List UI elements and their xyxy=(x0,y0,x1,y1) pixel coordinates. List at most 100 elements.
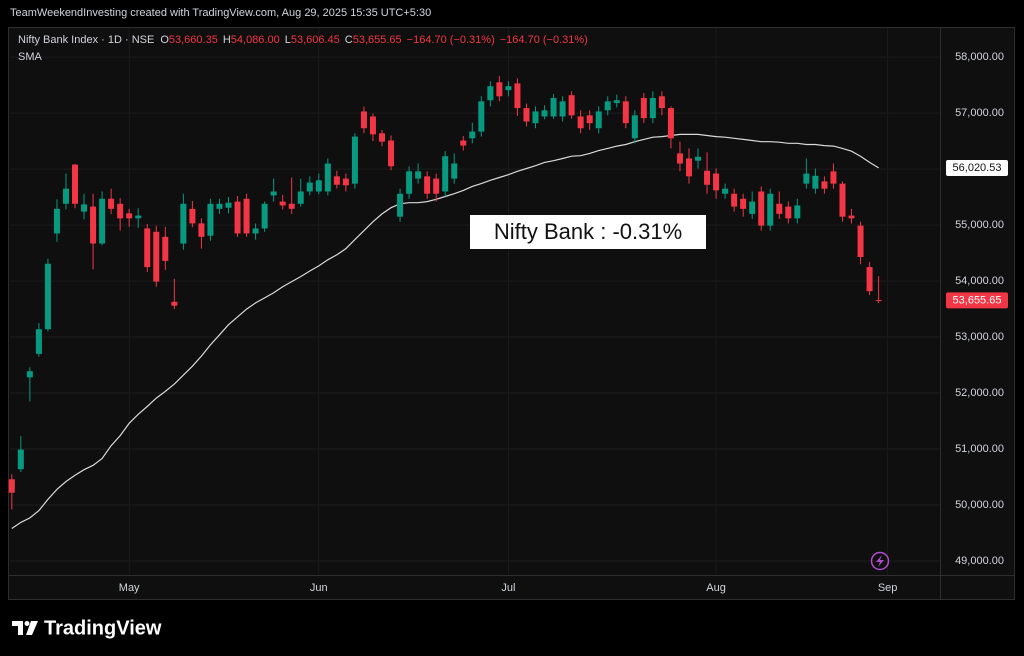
candle-body xyxy=(90,206,97,244)
candle-body xyxy=(722,188,729,194)
grid xyxy=(10,28,940,575)
price-tag-text: 53,655.65 xyxy=(953,294,1002,306)
candle-body xyxy=(577,116,584,129)
candle-body xyxy=(740,198,747,209)
candle-body xyxy=(875,300,882,302)
annotation: Nifty Bank : -0.31% xyxy=(470,215,706,249)
candle-body xyxy=(586,115,593,124)
labels: 49,000.00 50,000.00 51,000.00 52,000.00 53,0… xyxy=(119,34,1008,594)
legend-ohlc-label: H xyxy=(223,34,231,46)
candle-body xyxy=(676,153,683,164)
candle-body xyxy=(442,156,449,192)
candle-body xyxy=(469,131,476,139)
legend-change: −164.70 (−0.31%) xyxy=(500,34,588,46)
candle-body xyxy=(866,267,873,292)
candle-body xyxy=(351,136,358,184)
candle-body xyxy=(514,83,521,109)
legend: O53,660.35 H54,086.00 L53,606.45 C53,655.65… xyxy=(160,34,588,46)
candle-body xyxy=(622,101,629,124)
credit: TeamWeekendInvesting created with Tradin… xyxy=(10,7,431,19)
candle-body xyxy=(595,111,602,129)
overlay-name: SMA xyxy=(18,51,43,63)
candle-body xyxy=(216,203,223,209)
candle-body xyxy=(81,204,88,212)
candle-body xyxy=(126,213,133,219)
candle-body xyxy=(713,173,720,191)
candle-body xyxy=(839,183,846,217)
candle-body xyxy=(803,173,810,184)
legend-change: −164.70 (−0.31%) xyxy=(407,34,495,46)
plot xyxy=(8,76,882,529)
candle-body xyxy=(342,178,349,186)
candle-body xyxy=(26,371,33,378)
legend-ohlc-label: O xyxy=(160,34,169,46)
y-tick-label: 58,000.00 xyxy=(955,51,1004,63)
candle-body xyxy=(288,203,295,209)
alert-icon[interactable] xyxy=(870,551,890,571)
brand-name: TradingView xyxy=(44,617,162,639)
candle-body xyxy=(270,191,277,196)
x-tick-label: Sep xyxy=(878,582,898,594)
x-tick-label: Jun xyxy=(310,582,328,594)
legend-ohlc-value: 53,606.45 xyxy=(291,34,340,46)
legend-ohlc-value: 54,086.00 xyxy=(231,34,280,46)
y-tick-label: 54,000.00 xyxy=(955,275,1004,287)
candle-body xyxy=(35,329,42,354)
chart-title: Nifty Bank Index · 1D · NSE xyxy=(18,34,154,46)
candle-body xyxy=(189,208,196,224)
x-tick-label: Jul xyxy=(501,582,515,594)
candle-body xyxy=(8,479,15,493)
candle-body xyxy=(478,101,485,132)
price-tag xyxy=(946,292,1008,309)
candle-body xyxy=(857,225,864,257)
candle-body xyxy=(631,115,638,139)
candle-body xyxy=(144,228,151,268)
candle-body xyxy=(830,171,837,184)
y-tick-label: 57,000.00 xyxy=(955,107,1004,119)
legend-ohlc-value: 53,655.65 xyxy=(353,34,402,46)
candle-body xyxy=(234,201,241,234)
candle-body xyxy=(848,215,855,219)
y-tick-label: 53,000.00 xyxy=(955,331,1004,343)
candle-body xyxy=(550,97,557,117)
candle-body xyxy=(685,158,692,177)
candle-body xyxy=(667,108,674,139)
candle-body xyxy=(62,188,69,204)
candle-body xyxy=(333,176,340,185)
candle-body xyxy=(388,140,395,167)
annotation-box xyxy=(470,215,706,249)
candle-body xyxy=(785,206,792,219)
candle-body xyxy=(812,175,819,189)
legend-ohlc-label: C xyxy=(345,34,353,46)
candle-body xyxy=(297,191,304,204)
candle-body xyxy=(279,201,286,206)
candle-body xyxy=(360,111,367,129)
candle-body xyxy=(162,236,169,261)
candle-body xyxy=(613,100,620,104)
candle-body xyxy=(640,97,647,119)
annotation-text: Nifty Bank : -0.31% xyxy=(494,219,682,244)
candle-body xyxy=(369,116,376,135)
candle-body xyxy=(649,97,656,119)
candle-body xyxy=(108,198,115,209)
candle-body xyxy=(776,203,783,214)
legend-ohlc-label: L xyxy=(285,34,291,46)
price-tag xyxy=(946,159,1008,176)
candle-body xyxy=(72,164,79,204)
candle-body xyxy=(505,86,512,91)
candle-body xyxy=(207,203,214,236)
candle-body xyxy=(821,181,828,189)
candle-body xyxy=(704,170,711,185)
candle-body xyxy=(44,263,51,330)
candle-body xyxy=(17,449,24,470)
candle-body xyxy=(180,203,187,244)
candle-body xyxy=(53,208,60,234)
candle-body xyxy=(559,101,566,117)
price-tag-text: 56,020.53 xyxy=(953,162,1002,174)
candle-body xyxy=(568,95,575,116)
y-tick-label: 52,000.00 xyxy=(955,387,1004,399)
candle-body xyxy=(695,156,702,161)
candle-body xyxy=(397,193,404,217)
